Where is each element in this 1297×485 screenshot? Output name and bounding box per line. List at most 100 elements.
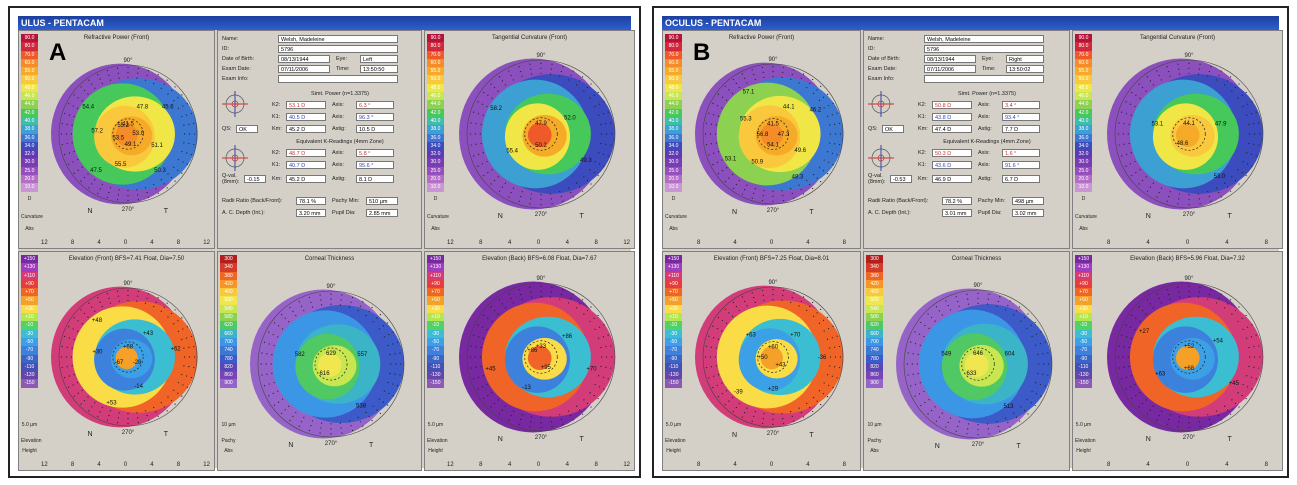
radii-ratio-label: Radii Ratio (Back/Front): xyxy=(222,198,283,204)
scale-step: -10 xyxy=(1075,321,1092,330)
scale-mode-label: Height xyxy=(666,448,681,454)
eye-field[interactable]: Left xyxy=(360,55,398,63)
tangential-curvature-panel[interactable]: Tangential Curvature (Front) 90.0 80.0 70.… xyxy=(1072,30,1283,249)
scale-step: 20.0 xyxy=(21,175,38,184)
unit-label: D xyxy=(433,196,438,202)
map-value: 54.4 xyxy=(82,105,94,111)
axis-tick: 8 xyxy=(842,462,846,468)
axis-tick: 12 xyxy=(41,240,48,246)
scale-step: +110 xyxy=(665,271,682,280)
map-value: 48.3 xyxy=(792,174,804,180)
exam-date-field[interactable]: 07/11/2006 xyxy=(278,65,330,73)
k2-label: K2: xyxy=(272,102,281,108)
corneal-thickness-panel[interactable]: Corneal Thickness 300 340 380 420 460 500 540 5… xyxy=(217,251,422,471)
refractive-power-panel[interactable]: Refractive Power (Front) 90.0 80.0 70.0 60.… xyxy=(662,30,861,249)
scale-step: +150 xyxy=(1075,255,1092,264)
scale-step: 60.0 xyxy=(21,58,38,68)
map-value: 47.5 xyxy=(90,168,102,174)
axis-tick: 12 xyxy=(447,462,454,468)
elevation-front-panel[interactable]: Elevation (Front) BFS=7.41 Float, Dia=7.… xyxy=(18,251,215,471)
qs-label: QS: xyxy=(222,126,232,132)
scale-step: -110 xyxy=(665,362,682,372)
scale-type-label: Elevation xyxy=(21,438,42,444)
ac-depth-label: A. C. Depth (Int.): xyxy=(868,210,911,216)
x-axis-ticks: 8 4 0 4 8 xyxy=(697,240,846,246)
scale-step: +10 xyxy=(1075,313,1092,322)
temporal-label: T xyxy=(164,431,169,438)
scale-step: +10 xyxy=(427,313,444,322)
name-field[interactable]: Welsh, Madeleine xyxy=(924,35,1044,43)
qval-label: Q-val. (8mm): xyxy=(222,173,240,185)
corneal-thickness-panel[interactable]: Corneal Thickness 300 340 380 420 460 500 540 5… xyxy=(863,251,1070,471)
axis-label: Axis: xyxy=(978,102,990,108)
map-value: -14 xyxy=(134,384,143,390)
axis-tick: 8 xyxy=(176,462,181,468)
x-axis-ticks: 12 8 4 0 4 8 12 xyxy=(41,240,210,246)
scale-step: +50 xyxy=(427,296,444,305)
refractive-power-panel[interactable]: Refractive Power (Front) 90.0 80.0 70.0 60.… xyxy=(18,30,215,249)
scale-step: 380 xyxy=(866,271,883,280)
elevation-front-panel[interactable]: Elevation (Front) BFS=7.25 Float, Dia=8.… xyxy=(662,251,861,471)
map-value: 646 xyxy=(973,351,984,357)
x-axis-ticks: 12 8 4 0 4 8 12 xyxy=(447,462,630,468)
tangential-curvature-panel[interactable]: Tangential Curvature (Front) 90.0 80.0 70.… xyxy=(424,30,635,249)
name-field[interactable]: Welsh, Madeleine xyxy=(278,35,398,43)
dob-field[interactable]: 08/13/1944 xyxy=(278,55,330,63)
angle-label-90: 90° xyxy=(768,57,778,63)
k1-eq-value: 43.6 D xyxy=(932,161,972,169)
eye-field[interactable]: Right xyxy=(1006,55,1044,63)
scale-step: 70.0 xyxy=(427,50,444,59)
scale-step: 580 xyxy=(866,313,883,322)
k1-label: K1: xyxy=(918,114,927,120)
elevation-back-panel[interactable]: Elevation (Back) BFS=5.96 Float, Dia=7.3… xyxy=(1072,251,1283,471)
scale-mode-label: Abs xyxy=(25,226,34,232)
exam-info-field[interactable] xyxy=(924,75,1044,83)
time-field[interactable]: 13:50:02 xyxy=(1006,65,1044,73)
axis-tick: 4 xyxy=(733,240,737,246)
scale-step: 860 xyxy=(866,371,883,380)
temporal-label: T xyxy=(580,213,585,220)
map-value: +43 xyxy=(775,362,786,368)
scale-step: +50 xyxy=(665,296,682,305)
x-axis-ticks: 8 4 0 4 8 xyxy=(1107,240,1268,246)
astig-label: Astig: xyxy=(978,126,992,132)
axis-tick: 8 xyxy=(1107,240,1111,246)
window-body: Refractive Power (Front) 90.0 80.0 70.0 60.… xyxy=(18,30,635,471)
axis-tick: 4 xyxy=(150,462,154,468)
time-field[interactable]: 13:50:50 xyxy=(360,65,398,73)
scale-step: 46.0 xyxy=(21,92,38,101)
scale-step: 10.0 xyxy=(427,183,444,192)
scale-step: 420 xyxy=(220,279,237,289)
exam-date-field[interactable]: 07/11/2006 xyxy=(924,65,976,73)
scale-step: 620 xyxy=(866,321,883,330)
axis-tick: 8 xyxy=(1264,462,1268,468)
dob-field[interactable]: 08/13/1944 xyxy=(924,55,976,63)
map-value: +29 xyxy=(768,387,779,393)
exam-info-field[interactable] xyxy=(278,75,398,83)
k2-eq-value: 48.7 D xyxy=(286,149,326,157)
km-label: Km: xyxy=(272,126,282,132)
scale-step: +90 xyxy=(427,279,444,289)
elevation-front-map: 90° 270° N T +68 +43 +62 -28 -14 +53 -67 +30 +48 xyxy=(51,281,198,438)
scale-step: 540 xyxy=(866,304,883,314)
scale-type-label: Elevation xyxy=(427,438,448,444)
map-value: +48 xyxy=(92,318,103,324)
axis-tick: 12 xyxy=(623,240,630,246)
scale-step: +30 xyxy=(21,304,38,314)
id-field[interactable]: 5796 xyxy=(278,45,398,53)
axis-tick: 0 xyxy=(769,462,774,468)
scale-type-label: Curvature xyxy=(1075,214,1097,220)
map-value: 604 xyxy=(1005,352,1016,358)
elevation-back-panel[interactable]: Elevation (Back) BFS=6.08 Float, Dia=7.6… xyxy=(424,251,635,471)
eye-label: Eye: xyxy=(982,56,994,62)
astig-value: 10.5 D xyxy=(356,125,394,133)
qval-value: -0.15 xyxy=(244,175,266,183)
id-field[interactable]: 5796 xyxy=(924,45,1044,53)
axis-tick: 0 xyxy=(769,240,774,246)
pachy-min-label: Pachy Min: xyxy=(978,198,1006,204)
map-value: +62 xyxy=(170,347,181,353)
map-value: -28 xyxy=(133,360,142,366)
map-value: 55.2 xyxy=(117,123,129,129)
scale-step: 780 xyxy=(866,354,883,363)
angle-label-270: 270° xyxy=(535,435,548,441)
